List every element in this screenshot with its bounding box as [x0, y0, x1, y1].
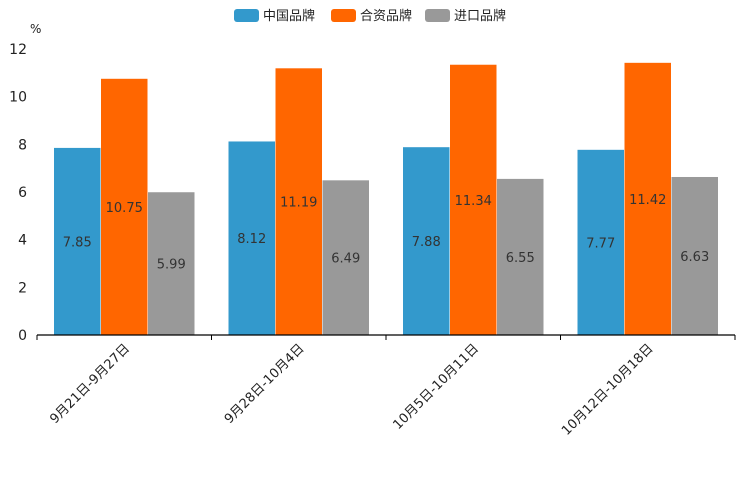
data-label-3-1: 7.88: [412, 235, 441, 250]
bar-1-2: [101, 78, 148, 336]
x-tick-label-2: 9月28日-10月4日: [222, 341, 308, 427]
y-tick-label-2: 2: [18, 280, 27, 296]
bar-1-1: [54, 147, 101, 335]
data-label-4-2: 11.42: [629, 193, 666, 208]
data-label-2-1: 8.12: [237, 232, 266, 247]
y-tick-label-0: 0: [18, 328, 27, 344]
bar-2-1: [228, 141, 275, 335]
bar-1-3: [148, 192, 195, 335]
bar-2-2: [275, 68, 322, 336]
data-label-3-2: 11.34: [455, 194, 492, 209]
bar-4-3: [671, 176, 718, 335]
data-label-2-2: 11.19: [280, 196, 317, 211]
data-label-1-1: 7.85: [63, 235, 92, 250]
y-tick-label-8: 8: [18, 137, 27, 153]
data-label-1-3: 5.99: [157, 258, 186, 273]
bars: 7.85 10.75 5.99 8.12 11.19 6.49 7.88 11.34 6.55 7…: [54, 62, 718, 336]
x-tick-label-4: 10月12日-10月18日: [559, 341, 656, 438]
legend: 中国品牌 合资品牌 进口品牌: [234, 8, 506, 24]
data-label-4-1: 7.77: [586, 236, 615, 251]
legend-label-1: 中国品牌: [263, 8, 315, 24]
legend-swatch-3: [425, 9, 450, 22]
data-label-1-2: 10.75: [106, 201, 143, 216]
legend-label-2: 合资品牌: [360, 8, 412, 24]
y-tick-label-12: 12: [9, 42, 27, 58]
y-axis-unit-label: %: [30, 22, 41, 36]
legend-label-3: 进口品牌: [454, 8, 506, 24]
data-label-4-3: 6.63: [680, 250, 709, 265]
bar-4-1: [577, 149, 624, 335]
y-axis: 0 2 4 6 8 10 12: [9, 42, 27, 344]
bar-2-3: [322, 180, 369, 335]
x-tick-label-3: 10月5日-10月11日: [390, 341, 482, 433]
y-tick-label-10: 10: [9, 90, 27, 106]
legend-swatch-1: [234, 9, 259, 22]
data-label-2-3: 6.49: [331, 252, 360, 267]
bar-4-2: [624, 62, 671, 335]
x-axis: 9月21日-9月27日 9月28日-10月4日 10月5日-10月11日 10月12日…: [36, 334, 736, 439]
bar-3-3: [497, 178, 544, 335]
y-tick-label-4: 4: [18, 233, 27, 249]
x-tick-label-1: 9月21日-9月27日: [47, 341, 133, 427]
y-tick-label-6: 6: [18, 185, 27, 201]
bar-3-1: [403, 147, 450, 335]
bar-3-2: [450, 64, 497, 335]
legend-swatch-2: [331, 9, 356, 22]
data-label-3-3: 6.55: [506, 251, 535, 266]
